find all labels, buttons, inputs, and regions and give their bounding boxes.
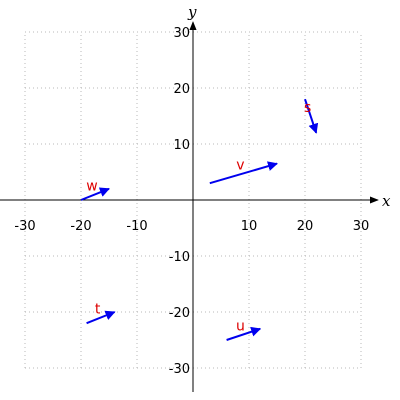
vector-w-arrow [80, 187, 110, 201]
y-tick-label: -30 [169, 362, 190, 377]
tick-labels: -30 -20 -10 10 20 30 -30 -20 -10 10 20 30 [14, 26, 369, 377]
vector-s-arrow [304, 98, 319, 134]
x-tick-label: -30 [14, 219, 35, 234]
vector-v-label: v [236, 157, 244, 173]
vector-t-arrow [86, 310, 116, 325]
vector-s-label: s [304, 100, 311, 116]
y-tick-label: -10 [169, 250, 190, 265]
x-axis-label: x [382, 192, 391, 210]
vector-u-label: u [236, 318, 245, 334]
x-tick-label: 30 [353, 219, 370, 234]
vector-u-arrow [226, 326, 262, 341]
y-tick-label: -20 [169, 306, 190, 321]
y-tick-label: 20 [173, 82, 190, 97]
x-tick-label: -20 [70, 219, 91, 234]
y-axis-label: y [187, 3, 197, 21]
vector-v-arrow [209, 161, 278, 185]
vector-w-label: w [86, 178, 97, 194]
y-tick-label: 10 [173, 138, 190, 153]
y-tick-label: 30 [173, 26, 190, 41]
x-tick-label: 10 [241, 219, 258, 234]
x-tick-label: -10 [126, 219, 147, 234]
axes: x y [0, 3, 391, 392]
vector-t-label: t [95, 302, 101, 318]
vectors: s v w t u [80, 98, 319, 341]
x-tick-label: 20 [297, 219, 314, 234]
